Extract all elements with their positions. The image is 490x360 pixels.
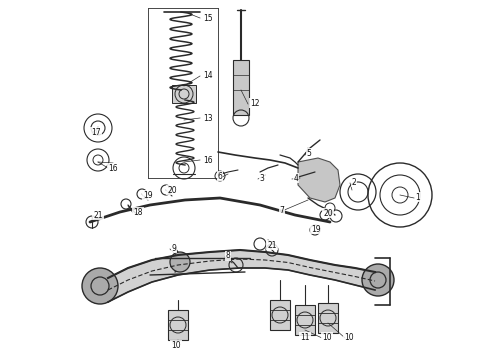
Polygon shape: [108, 250, 375, 302]
Text: 19: 19: [143, 190, 153, 199]
Text: 3: 3: [260, 174, 265, 183]
Text: 14: 14: [203, 71, 213, 80]
Bar: [168, 310, 188, 340]
Text: 12: 12: [250, 99, 260, 108]
Bar: [318, 303, 338, 333]
Bar: [295, 305, 315, 335]
Text: 17: 17: [91, 127, 101, 136]
Text: 20: 20: [323, 208, 333, 217]
Text: 10: 10: [171, 341, 181, 350]
Bar: [233, 60, 249, 115]
Circle shape: [82, 268, 118, 304]
Text: 1: 1: [416, 193, 420, 202]
Text: 13: 13: [203, 113, 213, 122]
Text: 19: 19: [311, 225, 321, 234]
Text: 20: 20: [167, 185, 177, 194]
Text: 11: 11: [300, 333, 310, 342]
Circle shape: [170, 252, 190, 272]
Polygon shape: [298, 158, 340, 202]
Text: 2: 2: [352, 177, 356, 186]
Circle shape: [362, 264, 394, 296]
Text: 6: 6: [218, 171, 222, 180]
Text: 18: 18: [133, 207, 143, 216]
Bar: [270, 300, 290, 330]
Bar: [172, 85, 196, 103]
Text: 4: 4: [294, 174, 298, 183]
Text: 16: 16: [203, 156, 213, 165]
Text: 10: 10: [344, 333, 354, 342]
Text: 21: 21: [267, 240, 277, 249]
Text: 8: 8: [225, 252, 230, 261]
Text: 9: 9: [172, 243, 176, 252]
Text: 16: 16: [108, 163, 118, 172]
Text: 15: 15: [203, 14, 213, 23]
Text: 5: 5: [307, 149, 312, 158]
Text: 21: 21: [93, 211, 103, 220]
Text: 10: 10: [322, 333, 332, 342]
Text: 7: 7: [280, 206, 284, 215]
